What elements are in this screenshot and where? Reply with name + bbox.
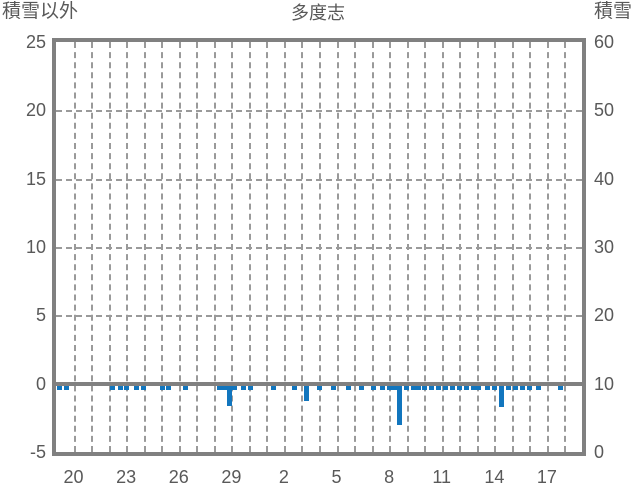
y-axis-left-tick: -5	[29, 442, 46, 462]
bar	[160, 383, 166, 390]
bar	[183, 383, 189, 390]
bar	[476, 383, 482, 390]
bar	[456, 383, 462, 390]
y-axis-right-tick: 60	[594, 32, 615, 52]
y-axis-right-tick: 20	[594, 305, 615, 326]
horizontal-gridline	[56, 110, 582, 113]
bar	[435, 383, 441, 390]
x-axis-tick: 11	[432, 467, 452, 487]
horizontal-gridline	[56, 178, 582, 181]
bar	[404, 383, 410, 390]
bar	[227, 383, 233, 406]
zero-line	[56, 381, 582, 386]
zero-line-layer	[56, 42, 582, 452]
x-axis-tick: 5	[331, 467, 342, 487]
bar	[411, 383, 417, 390]
bar	[232, 383, 238, 390]
y-axis-left-tick: 25	[25, 32, 46, 52]
bar	[241, 383, 247, 390]
bar	[463, 383, 469, 390]
bar	[491, 383, 497, 390]
plot-area	[52, 38, 586, 456]
x-axis-tick: 29	[221, 467, 242, 487]
y-axis-right-tick: 30	[594, 237, 615, 257]
x-axis-tick: 17	[536, 467, 557, 487]
chart-title: 多度志	[291, 3, 345, 23]
x-axis-tick: 26	[168, 467, 189, 487]
bar	[118, 383, 124, 390]
y-axis-right-tick: 10	[594, 373, 615, 394]
bar	[141, 383, 147, 390]
bar	[535, 383, 541, 390]
bar	[330, 383, 336, 390]
bar	[304, 383, 310, 402]
bar	[379, 383, 385, 390]
x-axis-tick: 2	[278, 467, 289, 487]
bar	[442, 383, 448, 390]
bar	[57, 383, 62, 390]
y-axis-left-tick: 5	[35, 305, 46, 326]
bar	[484, 383, 490, 390]
bar	[428, 383, 434, 390]
bar	[416, 383, 422, 390]
bar	[386, 383, 392, 390]
horizontal-gridline	[56, 315, 582, 318]
bar	[505, 383, 511, 390]
bar	[123, 383, 129, 390]
bar	[449, 383, 455, 390]
y-axis-left-tick: 15	[25, 168, 46, 189]
bar	[316, 383, 322, 390]
bar	[216, 383, 222, 390]
bar	[526, 383, 532, 390]
bar	[346, 383, 352, 390]
bar	[134, 383, 140, 390]
bar	[64, 383, 70, 390]
left-axis-title: 積雪以外	[2, 1, 79, 22]
horizontal-gridline	[56, 247, 582, 249]
x-axis-tick: 8	[384, 467, 395, 487]
bar	[421, 383, 427, 390]
y-axis-right-tick: 40	[594, 168, 615, 189]
y-axis-left-tick: 20	[25, 100, 46, 121]
bar	[221, 383, 227, 390]
y-axis-left-tick: 0	[35, 373, 46, 394]
bar	[291, 383, 297, 390]
y-axis-left-tick: 10	[25, 237, 46, 257]
x-axis-tick: 23	[116, 467, 137, 487]
bar	[165, 383, 171, 390]
bar	[109, 383, 115, 390]
bar	[519, 383, 525, 390]
bar	[558, 383, 564, 390]
x-axis-tick: 14	[484, 467, 505, 487]
bar	[498, 383, 504, 407]
x-axis-tick: 20	[63, 467, 84, 487]
bar-series	[56, 42, 582, 452]
y-axis-right-tick: 50	[594, 100, 615, 121]
bar	[248, 383, 254, 390]
bar	[270, 383, 276, 390]
right-axis-title: 積雪	[593, 1, 632, 22]
bar	[397, 383, 403, 425]
y-axis-right-tick: 0	[594, 442, 605, 462]
bar	[391, 383, 397, 390]
bar	[512, 383, 518, 390]
bar	[470, 383, 476, 390]
bar	[370, 383, 376, 390]
bar	[358, 383, 364, 390]
